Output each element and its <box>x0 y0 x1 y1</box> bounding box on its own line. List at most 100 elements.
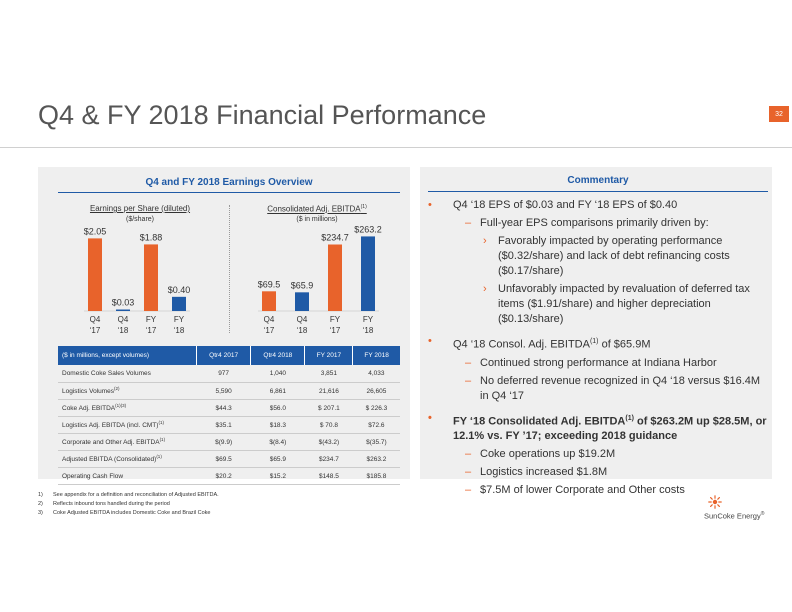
table-cell: $35.1 <box>196 416 251 434</box>
table-row: Coke Adj. EBITDA(1)(3) $44.3 $56.0 $ 207… <box>58 399 400 417</box>
logo-text: SunCoke Energy® <box>704 511 764 521</box>
ebitda-chart-title-sup: (1) <box>360 204 367 210</box>
commentary-list: • Q4 ‘18 EPS of $0.03 and FY ‘18 EPS of … <box>428 198 768 498</box>
table-header: Qtr4 2017 <box>196 346 252 365</box>
table-cell: $(43.2) <box>304 433 353 451</box>
table-cell: 26,605 <box>352 382 400 400</box>
footnote-number: 2) <box>38 501 43 507</box>
table-cell: $15.2 <box>250 467 305 485</box>
row-label: Logistics Adj. EBITDA (incl. CMT)(1) <box>58 416 197 434</box>
ebitda-chart-subtitle: ($ in millions) <box>296 216 338 223</box>
subbullet-text: Logistics increased $1.8M <box>480 466 608 479</box>
table-cell: $65.9 <box>250 450 305 468</box>
commentary-panel <box>420 167 772 479</box>
table-header-row: ($ in millions, except volumes) Qtr4 201… <box>58 346 400 365</box>
bullet-sup: (1) <box>625 414 634 422</box>
table-cell: 4,033 <box>352 365 400 383</box>
row-label-text: Domestic Coke Sales Volumes <box>62 370 151 377</box>
table-row: Logistics Volumes(2) 5,590 6,861 21,616 … <box>58 382 400 400</box>
table-cell: 3,851 <box>304 365 353 383</box>
subbullet-text: Continued strong performance at Indiana … <box>480 356 717 369</box>
row-label-sup: (2) <box>114 386 120 392</box>
table-row: Operating Cash Flow $20.2 $15.2 $148.5 $… <box>58 467 400 485</box>
row-label-text: Adjusted EBITDA (Consolidated) <box>62 456 157 464</box>
row-label: Domestic Coke Sales Volumes <box>58 365 197 383</box>
row-label-text: Logistics Volumes <box>62 388 115 396</box>
row-label-text: Corporate and Other Adj. EBITDA <box>62 439 160 447</box>
row-label-text: Coke Adj. EBITDA <box>62 405 116 413</box>
table-header: Qtr4 2018 <box>250 346 306 365</box>
subsubbullet-text: Favorably impacted by operating performa… <box>498 235 730 277</box>
footnotes: 1) See appendix for a definition and reco… <box>38 491 219 518</box>
table-cell: $69.5 <box>196 450 251 468</box>
bullet-text-post: of $263.2M up $28.5M, or 12.1% vs. FY ’1… <box>453 415 767 443</box>
subbullet-text: Coke operations up $19.2M <box>480 448 616 461</box>
footnote: 2) Reflects inbound tons handled during t… <box>38 500 219 509</box>
table-header: ($ in millions, except volumes) <box>58 346 197 365</box>
chart-divider <box>229 205 231 333</box>
commentary-bullet: • Q4 ‘18 Consol. Adj. EBITDA(1) of $65.9… <box>428 334 768 353</box>
table-cell: $(8.4) <box>250 433 305 451</box>
bullet-text: Q4 ‘18 Consol. Adj. EBITDA <box>453 338 590 351</box>
commentary-heading: Commentary <box>567 175 629 186</box>
row-label-sup: (1) <box>159 437 166 443</box>
table-cell: $72.6 <box>352 416 400 434</box>
logo-mark: ® <box>760 511 765 517</box>
table-cell: $18.3 <box>250 416 305 434</box>
table-cell: 21,616 <box>304 382 353 400</box>
row-label-sup: (1) <box>156 454 162 460</box>
commentary-bullet: • Q4 ‘18 EPS of $0.03 and FY ‘18 EPS of … <box>428 198 768 213</box>
bullet-text-post: of $65.9M <box>598 338 651 351</box>
row-label: Coke Adj. EBITDA(1)(3) <box>58 399 197 417</box>
footnote-text: Reflects inbound tons handled during the… <box>53 501 170 507</box>
row-label-sup: (1) <box>158 420 164 426</box>
table-cell: $(9.9) <box>196 433 251 451</box>
commentary-subsubbullet: › Unfavorably impacted by revaluation of… <box>428 282 768 327</box>
footnote: 1) See appendix for a definition and reco… <box>38 491 219 500</box>
ebitda-chart-title: Consolidated Adj. EBITDA(1) <box>234 204 400 214</box>
subbullet-text: No deferred revenue recognized in Q4 ‘18… <box>480 374 761 402</box>
table-row: Logistics Adj. EBITDA (incl. CMT)(1) $35… <box>58 416 400 434</box>
table-cell: 977 <box>196 365 251 383</box>
table-cell: $56.0 <box>250 399 305 417</box>
table-row: Corporate and Other Adj. EBITDA(1) $(9.9… <box>58 433 400 451</box>
table-cell: $148.5 <box>304 467 353 485</box>
page-title: Q4 & FY 2018 Financial Performance <box>38 100 487 130</box>
bullet-marker: • <box>428 199 432 211</box>
footnote: 3) Coke Adjusted EBITDA includes Domestic… <box>38 509 219 518</box>
table-cell: 5,590 <box>196 382 251 400</box>
footnote-text: Coke Adjusted EBITDA includes Domestic C… <box>53 510 211 516</box>
page-number: 32 <box>769 106 789 122</box>
bullet-text: Q4 ‘18 EPS of $0.03 and FY ‘18 EPS of $0… <box>453 199 678 211</box>
footnote-text: See appendix for a definition and reconc… <box>53 492 219 498</box>
bullet-sup: (1) <box>589 338 599 345</box>
row-label: Logistics Volumes(2) <box>58 382 197 400</box>
bullet-marker: • <box>428 335 432 347</box>
row-label: Operating Cash Flow <box>58 467 197 485</box>
dash-marker: – <box>465 484 472 497</box>
table-cell: $ 226.3 <box>352 399 400 417</box>
row-label-text: Logistics Adj. EBITDA (incl. CMT) <box>62 422 159 430</box>
dash-marker: – <box>465 448 472 461</box>
financial-table: ($ in millions, except volumes) Qtr4 201… <box>58 346 400 485</box>
footnote-number: 1) <box>38 492 43 498</box>
earnings-overview-heading-rule <box>58 192 400 193</box>
row-label: Adjusted EBITDA (Consolidated)(1) <box>58 450 197 468</box>
subbullet-text: Full-year EPS comparisons primarily driv… <box>480 217 709 229</box>
commentary-subbullet: – Continued strong performance at Indian… <box>428 356 768 371</box>
commentary-heading-rule <box>428 191 768 192</box>
eps-chart-title: Earnings per Share (diluted) <box>89 204 191 213</box>
earnings-overview-heading: Q4 and FY 2018 Earnings Overview <box>145 177 313 188</box>
table-cell: $ 70.8 <box>304 416 353 434</box>
commentary-subsubbullet: › Favorably impacted by operating perfor… <box>428 234 768 279</box>
dash-marker: – <box>465 356 472 369</box>
ebitda-chart-title-text: Consolidated Adj. EBITDA <box>267 204 361 214</box>
title-rule <box>0 147 792 148</box>
commentary-subbullet: – Full-year EPS comparisons primarily dr… <box>428 216 768 231</box>
sun-icon <box>708 495 722 509</box>
row-label: Corporate and Other Adj. EBITDA(1) <box>58 433 197 451</box>
commentary-subbullet: – Coke operations up $19.2M <box>428 447 768 462</box>
commentary-subbullet: – Logistics increased $1.8M <box>428 465 768 480</box>
table-cell: $185.8 <box>352 467 400 485</box>
subsubbullet-text: Unfavorably impacted by revaluation of d… <box>498 283 750 325</box>
